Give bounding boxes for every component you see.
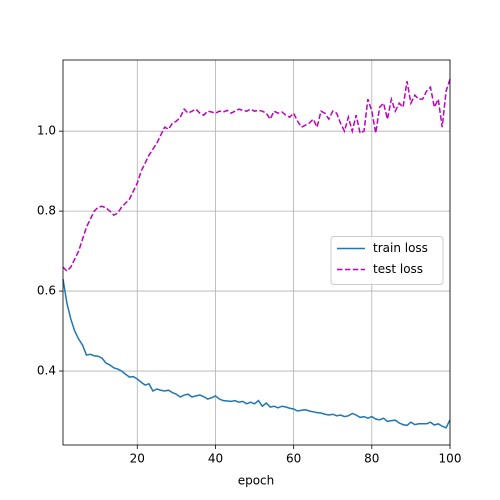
x-axis-label: epoch [238,474,275,488]
y-tick-label: 0.4 [37,364,56,378]
y-tick-label: 1.0 [37,124,56,138]
line [62,78,451,273]
y-tick-label: 0.6 [37,284,56,298]
legend-label: train loss [373,241,428,255]
x-tick-label: 20 [130,452,145,466]
x-tick-label: 40 [208,452,223,466]
x-tick-label: 80 [364,452,379,466]
line [62,278,451,429]
y-tick-label: 0.8 [37,204,56,218]
x-tick-label: 60 [286,452,301,466]
plot-frame [62,59,451,446]
x-tick-label: 100 [439,452,462,466]
legend-label: test loss [373,262,423,276]
